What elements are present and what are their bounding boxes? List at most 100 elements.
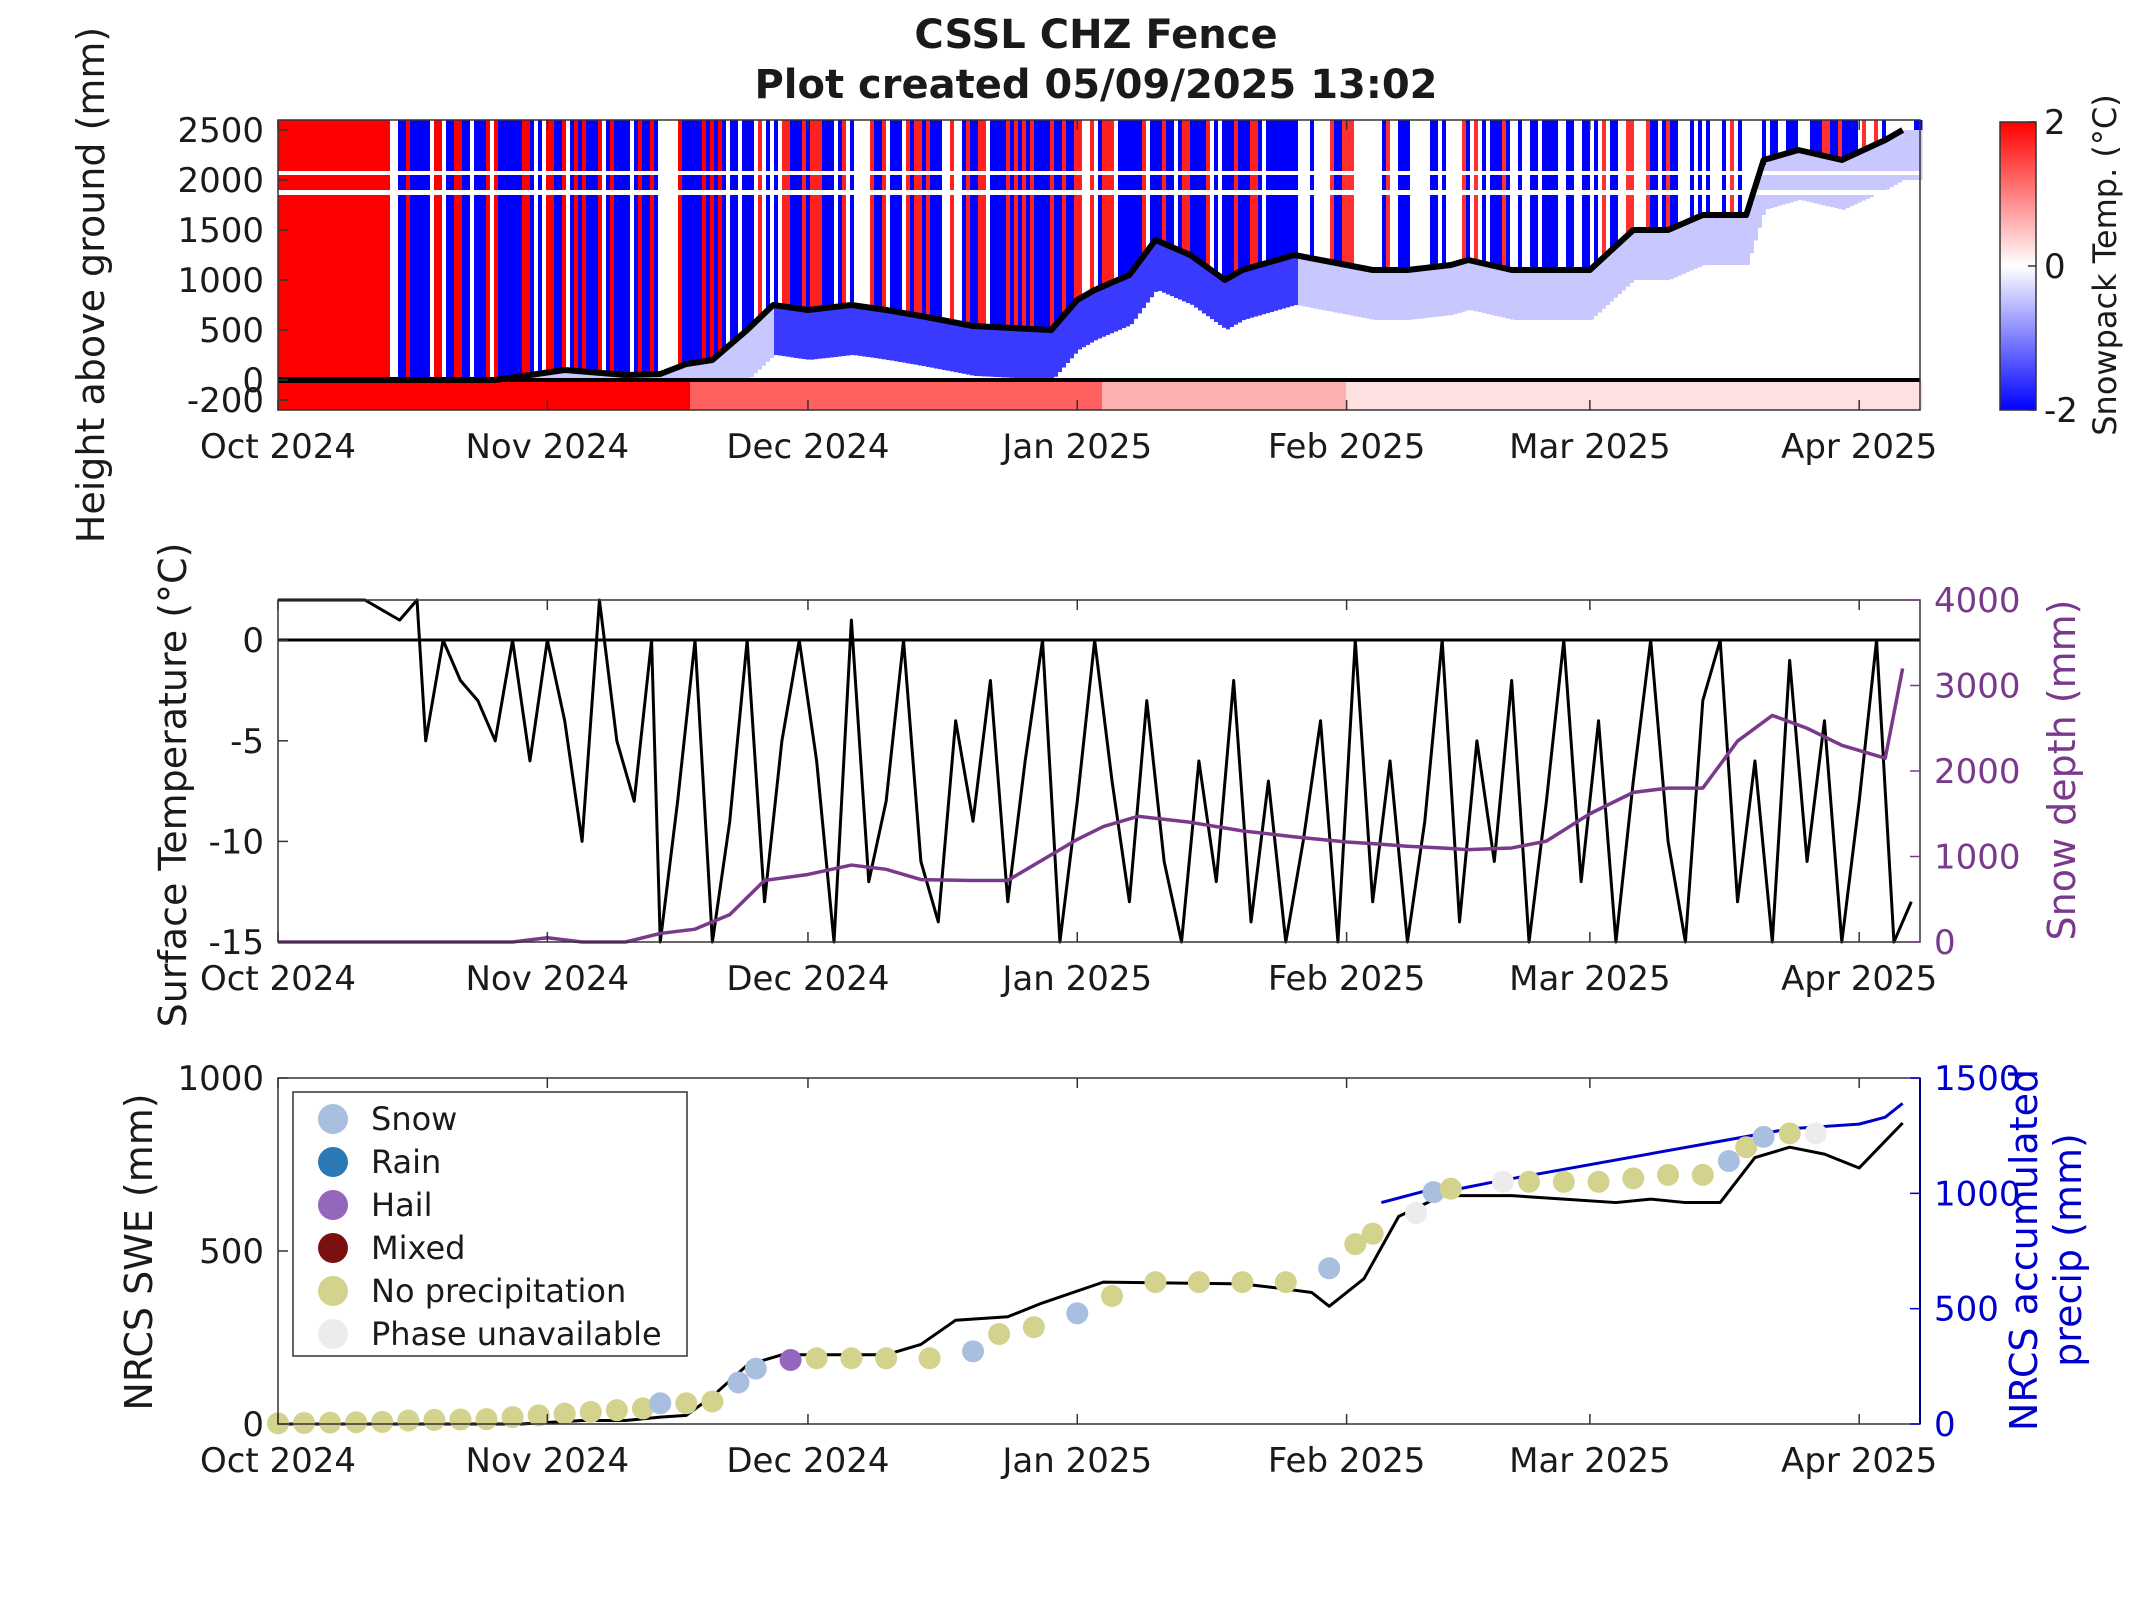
heatmap-cell (366, 380, 371, 410)
heatmap-cell (802, 120, 807, 310)
heatmap-cell (1914, 120, 1919, 130)
heatmap-cell (1826, 156, 1831, 207)
heatmap-cell (1906, 120, 1911, 130)
heatmap-cell (1166, 294, 1171, 380)
heatmap-cell (1158, 291, 1163, 380)
heatmap-cell (358, 380, 363, 410)
heatmap-cell (1786, 203, 1791, 380)
heatmap-cell (1774, 207, 1779, 380)
heatmap-cell (534, 374, 539, 380)
heatmap-cell (774, 355, 779, 380)
heatmap-cell (486, 380, 491, 410)
heatmap-cell (1782, 154, 1787, 205)
heatmap-cell (1386, 270, 1391, 320)
heatmap-cell (582, 380, 587, 410)
heatmap-cell (1114, 331, 1119, 380)
heatmap-cell (1042, 120, 1047, 330)
heatmap-cell (1354, 266, 1359, 317)
heatmap-cell (1082, 120, 1087, 298)
heatmap-cell (1202, 263, 1207, 314)
heatmap-cell (1670, 229, 1675, 280)
y-tick-label-right: 3000 (1934, 667, 2021, 707)
heatmap-cell (638, 380, 643, 410)
heatmap-cell (1730, 265, 1735, 380)
heatmap-cell (510, 380, 515, 410)
heatmap-cell (402, 120, 407, 380)
heatmap-cell (842, 306, 847, 357)
heatmap-cell (646, 120, 651, 375)
swe-point (605, 1399, 628, 1422)
swe-y-label: NRCS SWE (mm) (117, 1093, 161, 1410)
heatmap-cell (602, 380, 607, 410)
heatmap-cell (1522, 270, 1527, 320)
heatmap-cell (958, 380, 963, 410)
heatmap-cell (1430, 267, 1435, 318)
heatmap-cell (774, 305, 779, 356)
y-tick-label-right: 0 (1934, 1405, 1956, 1445)
heatmap-cell (1706, 215, 1711, 265)
heatmap-cell (1050, 120, 1055, 330)
heatmap-cell (1582, 320, 1587, 380)
heatmap-cell (1634, 380, 1639, 410)
heatmap-cell (1350, 315, 1355, 380)
heatmap-cell (1294, 255, 1299, 306)
heatmap-cell (1150, 297, 1155, 380)
heatmap-cell (406, 380, 411, 410)
heatmap-cell (774, 120, 779, 306)
heatmap-cell (1498, 316, 1503, 380)
heatmap-cell (1554, 380, 1559, 410)
heatmap-cell (1870, 120, 1875, 148)
x-tick-label: Dec 2024 (726, 959, 889, 999)
swe-point (875, 1347, 898, 1370)
heatmap-cell (1006, 327, 1011, 378)
heatmap-cell (966, 120, 971, 325)
heatmap-cell (1662, 380, 1667, 410)
heatmap-cell (898, 380, 903, 410)
heatmap-cell (698, 120, 703, 363)
heatmap-cell (1882, 141, 1887, 192)
heatmap-cell (1862, 120, 1867, 151)
heatmap-cell (854, 305, 859, 356)
heatmap-cell (1726, 120, 1731, 215)
heatmap-cell (1866, 120, 1871, 149)
heatmap-cell (454, 380, 459, 410)
heatmap-cell (1746, 380, 1751, 410)
heatmap-cell (478, 120, 483, 380)
heatmap-cell (1158, 120, 1163, 242)
heatmap-cell (1858, 202, 1863, 380)
heatmap-cell (718, 120, 723, 356)
heatmap-cell (1722, 265, 1727, 380)
heatmap-cell (954, 372, 959, 380)
heatmap-cell (1122, 120, 1127, 279)
heatmap-cell (846, 305, 851, 356)
heatmap-cell (778, 120, 783, 306)
heatmap-cell (574, 120, 579, 371)
heatmap-cell (1182, 251, 1187, 302)
heatmap-cell (886, 120, 891, 310)
heatmap-cell (634, 380, 639, 410)
heatmap-cell (1914, 130, 1919, 180)
heatmap-cell (1538, 380, 1543, 410)
heatmap-cell (1314, 308, 1319, 380)
heatmap-y-label: Height above ground (mm) (69, 27, 113, 544)
heatmap-cell (1766, 159, 1771, 210)
heatmap-cell (1874, 120, 1879, 146)
panel-swe: 0 500 1000 0 500 1000 1500 Oct 2024 Nov 2024 De… (117, 1059, 2090, 1481)
heatmap-cell (1894, 134, 1899, 185)
surface-temperature-line (278, 598, 1913, 944)
heatmap-cell (1154, 380, 1159, 410)
heatmap-cell (1342, 314, 1347, 380)
heatmap-cell (1034, 329, 1039, 380)
heatmap-cell (790, 357, 795, 380)
heatmap-cell (1486, 380, 1491, 410)
heatmap-cell (686, 120, 691, 365)
heatmap-cell (578, 120, 583, 372)
heatmap-cell (854, 380, 859, 410)
heatmap-gap-band (278, 171, 1920, 175)
heatmap-cell (1558, 320, 1563, 380)
heatmap-cell (1738, 120, 1743, 215)
legend-label: Snow (371, 1100, 457, 1138)
heatmap-cell (1518, 320, 1523, 380)
heatmap-cell (1162, 120, 1167, 243)
heatmap-cell (1158, 241, 1163, 292)
